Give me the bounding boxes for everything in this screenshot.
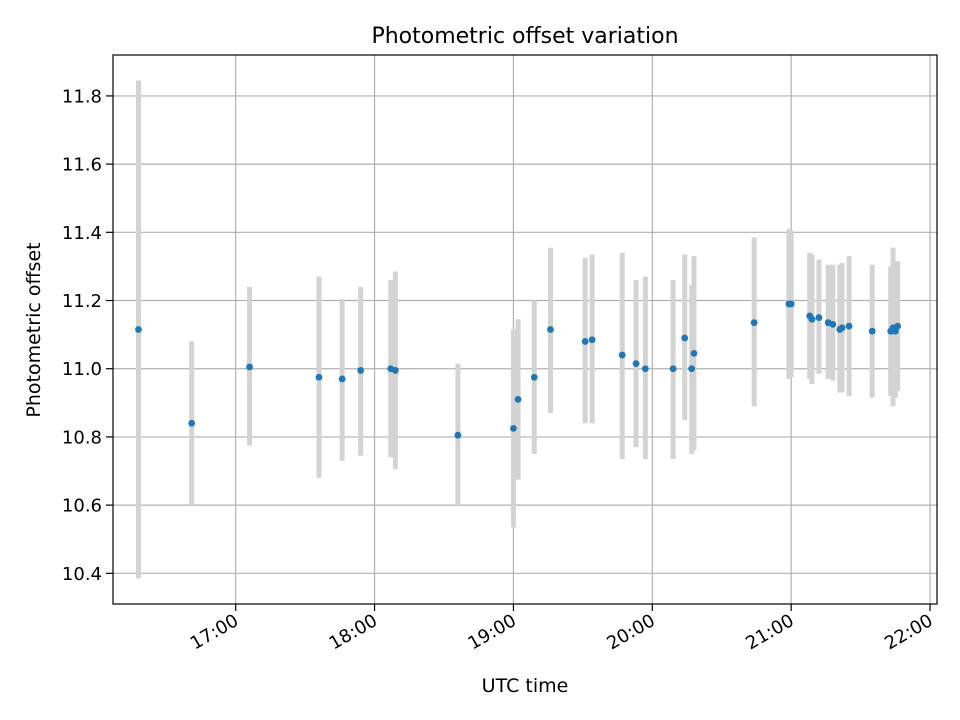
x-axis-label: UTC time — [482, 675, 569, 697]
point-layer — [135, 300, 902, 439]
chart-title: Photometric offset variation — [371, 24, 678, 49]
data-point — [690, 349, 698, 357]
y-tick-label: 11.2 — [62, 291, 102, 312]
data-point — [688, 365, 696, 373]
data-point — [135, 326, 142, 333]
data-point — [681, 334, 689, 342]
data-point — [891, 327, 899, 335]
data-point — [188, 419, 196, 427]
data-point — [641, 365, 649, 373]
data-point — [669, 365, 677, 373]
y-tick-label: 10.4 — [62, 564, 102, 585]
data-point — [838, 324, 846, 332]
data-point — [894, 322, 902, 330]
data-point — [530, 373, 538, 381]
data-point — [845, 322, 853, 330]
data-point — [829, 320, 837, 328]
data-point — [315, 373, 323, 381]
y-axis-ticks: 10.4 10.6 10.8 11.0 11.2 11.4 11.6 11.8 — [62, 86, 113, 585]
data-point — [547, 326, 554, 333]
y-tick-label: 11.6 — [62, 155, 102, 176]
data-point — [787, 300, 795, 308]
data-point — [338, 375, 346, 383]
data-point — [808, 315, 816, 323]
data-point — [391, 367, 399, 374]
y-tick-label: 11.8 — [62, 86, 102, 107]
data-point — [618, 351, 626, 359]
y-tick-label: 10.8 — [62, 427, 102, 448]
y-tick-label: 11.0 — [62, 359, 102, 380]
y-tick-label: 11.4 — [62, 223, 102, 244]
data-point — [815, 314, 823, 321]
data-point — [514, 396, 522, 403]
y-tick-label: 10.6 — [62, 496, 102, 517]
data-point — [868, 327, 876, 335]
data-point — [246, 363, 253, 371]
data-point — [588, 336, 596, 344]
plot-frame — [112, 54, 938, 605]
data-point — [632, 360, 640, 367]
data-point — [357, 367, 365, 374]
data-point — [581, 338, 589, 345]
data-point — [454, 431, 462, 439]
data-point — [510, 424, 517, 432]
y-axis-label: Photometric offset — [23, 242, 45, 417]
data-point — [750, 319, 758, 327]
